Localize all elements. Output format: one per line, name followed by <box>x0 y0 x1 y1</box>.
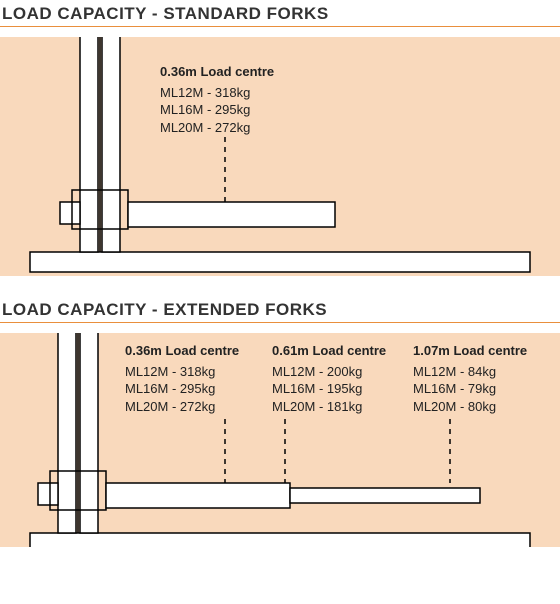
standard-rule <box>0 26 560 27</box>
spec-row: ML16M - 195kg <box>272 380 386 398</box>
standard-panel: 0.36m Load centre ML12M - 318kgML16M - 29… <box>0 37 560 276</box>
extended-spec-2: 1.07m Load centre ML12M - 84kgML16M - 79k… <box>413 342 527 415</box>
spec-row: ML20M - 80kg <box>413 398 527 416</box>
extended-spec-1: 0.61m Load centre ML12M - 200kgML16M - 19… <box>272 342 386 415</box>
extended-panel: 0.36m Load centre ML12M - 318kgML16M - 29… <box>0 333 560 547</box>
standard-spec-0: 0.36m Load centre ML12M - 318kgML16M - 29… <box>160 63 274 136</box>
spec-title: 0.61m Load centre <box>272 342 386 360</box>
extended-spec-0: 0.36m Load centre ML12M - 318kgML16M - 29… <box>125 342 239 415</box>
spec-row: ML16M - 79kg <box>413 380 527 398</box>
spec-row: ML20M - 181kg <box>272 398 386 416</box>
spec-row: ML12M - 318kg <box>160 84 274 102</box>
spec-row: ML12M - 200kg <box>272 363 386 381</box>
extended-title: LOAD CAPACITY - EXTENDED FORKS <box>0 296 560 322</box>
spec-row: ML12M - 84kg <box>413 363 527 381</box>
spec-title: 0.36m Load centre <box>160 63 274 81</box>
spec-row: ML20M - 272kg <box>160 119 274 137</box>
spec-title: 1.07m Load centre <box>413 342 527 360</box>
spec-row: ML16M - 295kg <box>125 380 239 398</box>
spec-row: ML12M - 318kg <box>125 363 239 381</box>
extended-rule <box>0 322 560 323</box>
standard-diagram <box>0 37 560 276</box>
standard-title: LOAD CAPACITY - STANDARD FORKS <box>0 0 560 26</box>
spec-row: ML20M - 272kg <box>125 398 239 416</box>
spec-title: 0.36m Load centre <box>125 342 239 360</box>
spec-row: ML16M - 295kg <box>160 101 274 119</box>
